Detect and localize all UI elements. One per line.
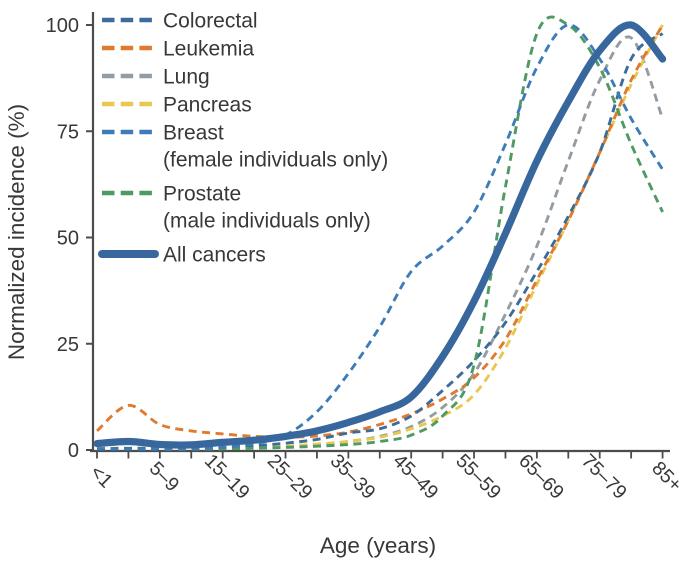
x-tick-label: 25–29 xyxy=(263,450,317,504)
legend-label-pancreas: Pancreas xyxy=(163,94,252,117)
legend: Colorectal Leukemia Lung Pancreas Breast (fem… xyxy=(98,10,388,267)
series-colorectal-line xyxy=(96,32,664,451)
series-leukemia-line xyxy=(96,24,664,439)
y-tick-label: 0 xyxy=(68,440,79,462)
legend-note-breast: (female individuals only) xyxy=(163,149,388,172)
x-tick-label: 5–9 xyxy=(145,457,184,496)
y-axis-title: Normalized incidence (%) xyxy=(4,104,29,360)
x-tick-label: 15–19 xyxy=(200,450,254,504)
legend-label-leukemia: Leukemia xyxy=(163,38,254,61)
legend-label-colorectal: Colorectal xyxy=(163,10,258,33)
y-tick-label: 75 xyxy=(57,121,79,143)
x-tick-label: 35–39 xyxy=(326,450,380,504)
legend-label-all-cancers: All cancers xyxy=(163,244,266,267)
x-tick-label: 85+ xyxy=(647,457,685,496)
x-tick-label: <1 xyxy=(86,461,117,492)
legend-note-prostate: (male individuals only) xyxy=(163,210,371,233)
x-tick-label: 75–79 xyxy=(577,450,631,504)
plot-area xyxy=(93,15,667,451)
legend-label-breast: Breast xyxy=(163,122,224,145)
x-tick-label: 45–49 xyxy=(388,450,442,504)
series-breast-line xyxy=(97,23,664,451)
x-axis-title: Age (years) xyxy=(320,533,436,558)
x-tick-label: 65–69 xyxy=(514,450,568,504)
series-all-cancers-line xyxy=(93,21,667,449)
legend-label-lung: Lung xyxy=(163,66,210,89)
y-tick-label: 25 xyxy=(57,334,79,356)
legend-label-prostate: Prostate xyxy=(163,183,241,206)
y-tick-label: 100 xyxy=(46,15,79,37)
x-tick-label: 55–59 xyxy=(451,450,505,504)
y-tick-label: 50 xyxy=(57,228,79,250)
